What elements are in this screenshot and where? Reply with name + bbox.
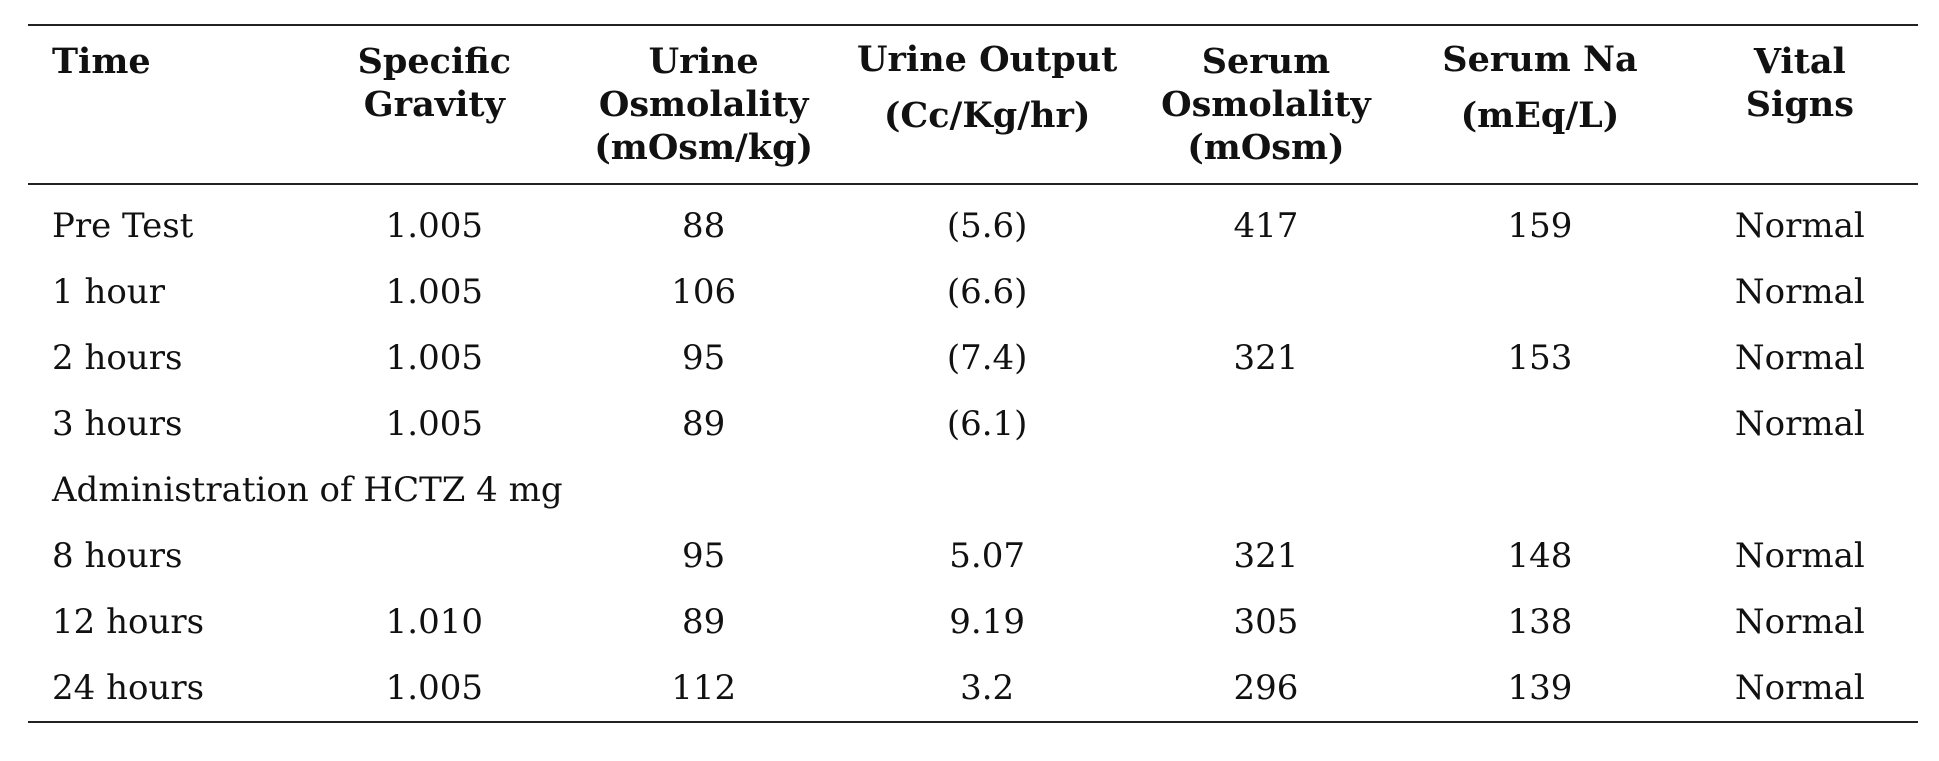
cell-serum-na: 159 <box>1507 206 1573 246</box>
cell-serum-na <box>1398 391 1682 457</box>
cell-urine-output: (6.1) <box>946 404 1028 444</box>
water-deprivation-table: Time Specific Gravity Urine Osmolality (… <box>28 24 1918 723</box>
header-time: Time <box>52 41 151 82</box>
cell-time: 1 hour <box>52 272 165 312</box>
cell-serum-osmolality: 321 <box>1233 536 1299 576</box>
cell-urine-output: (6.6) <box>946 272 1028 312</box>
table-row: 1 hour 1.005 106 (6.6) Normal <box>28 259 1918 325</box>
cell-urine-osmolality: 112 <box>671 668 737 708</box>
cell-specific-gravity: 1.005 <box>385 404 484 444</box>
cell-specific-gravity: 1.010 <box>385 602 484 642</box>
header-specific-gravity: Specific Gravity <box>357 41 512 125</box>
header-serum-na: Serum Na (mEq/L) <box>1442 39 1638 136</box>
table-row: 24 hours 1.005 112 3.2 296 139 Normal <box>28 655 1918 722</box>
cell-time: 8 hours <box>52 536 183 576</box>
table-row: 2 hours 1.005 95 (7.4) 321 153 Normal <box>28 325 1918 391</box>
cell-time: 3 hours <box>52 404 183 444</box>
cell-vital-signs: Normal <box>1734 668 1865 708</box>
cell-serum-osmolality <box>1134 259 1399 325</box>
cell-urine-osmolality: 106 <box>671 272 737 312</box>
cell-specific-gravity: 1.005 <box>385 206 484 246</box>
cell-vital-signs: Normal <box>1734 602 1865 642</box>
cell-serum-osmolality: 296 <box>1233 668 1299 708</box>
cell-serum-na: 148 <box>1507 536 1573 576</box>
header-vital-signs: Vital Signs <box>1745 41 1854 125</box>
cell-specific-gravity: 1.005 <box>385 338 484 378</box>
cell-serum-osmolality: 417 <box>1233 206 1299 246</box>
cell-serum-na: 153 <box>1507 338 1573 378</box>
cell-vital-signs: Normal <box>1734 338 1865 378</box>
cell-serum-osmolality: 305 <box>1233 602 1299 642</box>
table-row: 8 hours 95 5.07 321 148 Normal <box>28 523 1918 589</box>
cell-specific-gravity: 1.005 <box>385 272 484 312</box>
cell-serum-na: 139 <box>1507 668 1573 708</box>
cell-time: 12 hours <box>52 602 205 642</box>
cell-serum-osmolality: 321 <box>1233 338 1299 378</box>
cell-urine-osmolality: 95 <box>682 536 726 576</box>
header-urine-output: Urine Output (Cc/Kg/hr) <box>856 39 1118 136</box>
cell-time: 24 hours <box>52 668 205 708</box>
cell-time: Pre Test <box>52 206 194 246</box>
cell-urine-osmolality: 89 <box>682 602 726 642</box>
section-row: Administration of HCTZ 4 mg <box>28 457 1918 523</box>
cell-urine-output: (5.6) <box>946 206 1028 246</box>
cell-urine-output: 9.19 <box>949 602 1025 642</box>
cell-vital-signs: Normal <box>1734 272 1865 312</box>
table-row: 12 hours 1.010 89 9.19 305 138 Normal <box>28 589 1918 655</box>
cell-urine-output: (7.4) <box>946 338 1028 378</box>
cell-specific-gravity <box>302 523 567 589</box>
header-urine-osmolality: Urine Osmolality (mOsm/kg) <box>594 41 814 168</box>
cell-specific-gravity: 1.005 <box>385 668 484 708</box>
data-table-container: Time Specific Gravity Urine Osmolality (… <box>28 24 1918 723</box>
cell-vital-signs: Normal <box>1734 206 1865 246</box>
cell-urine-osmolality: 89 <box>682 404 726 444</box>
cell-serum-osmolality <box>1134 391 1399 457</box>
cell-serum-na: 138 <box>1507 602 1573 642</box>
cell-urine-osmolality: 88 <box>682 206 726 246</box>
cell-urine-output: 5.07 <box>949 536 1025 576</box>
section-label: Administration of HCTZ 4 mg <box>52 470 563 510</box>
table-row: 3 hours 1.005 89 (6.1) Normal <box>28 391 1918 457</box>
cell-vital-signs: Normal <box>1734 404 1865 444</box>
table-row: Pre Test 1.005 88 (5.6) 417 159 Normal <box>28 184 1918 259</box>
cell-vital-signs: Normal <box>1734 536 1865 576</box>
cell-time: 2 hours <box>52 338 183 378</box>
header-row: Time Specific Gravity Urine Osmolality (… <box>28 25 1918 184</box>
cell-urine-osmolality: 95 <box>682 338 726 378</box>
cell-urine-output: 3.2 <box>960 668 1015 708</box>
cell-serum-na <box>1398 259 1682 325</box>
header-serum-osmolality: Serum Osmolality (mOsm) <box>1161 41 1371 168</box>
